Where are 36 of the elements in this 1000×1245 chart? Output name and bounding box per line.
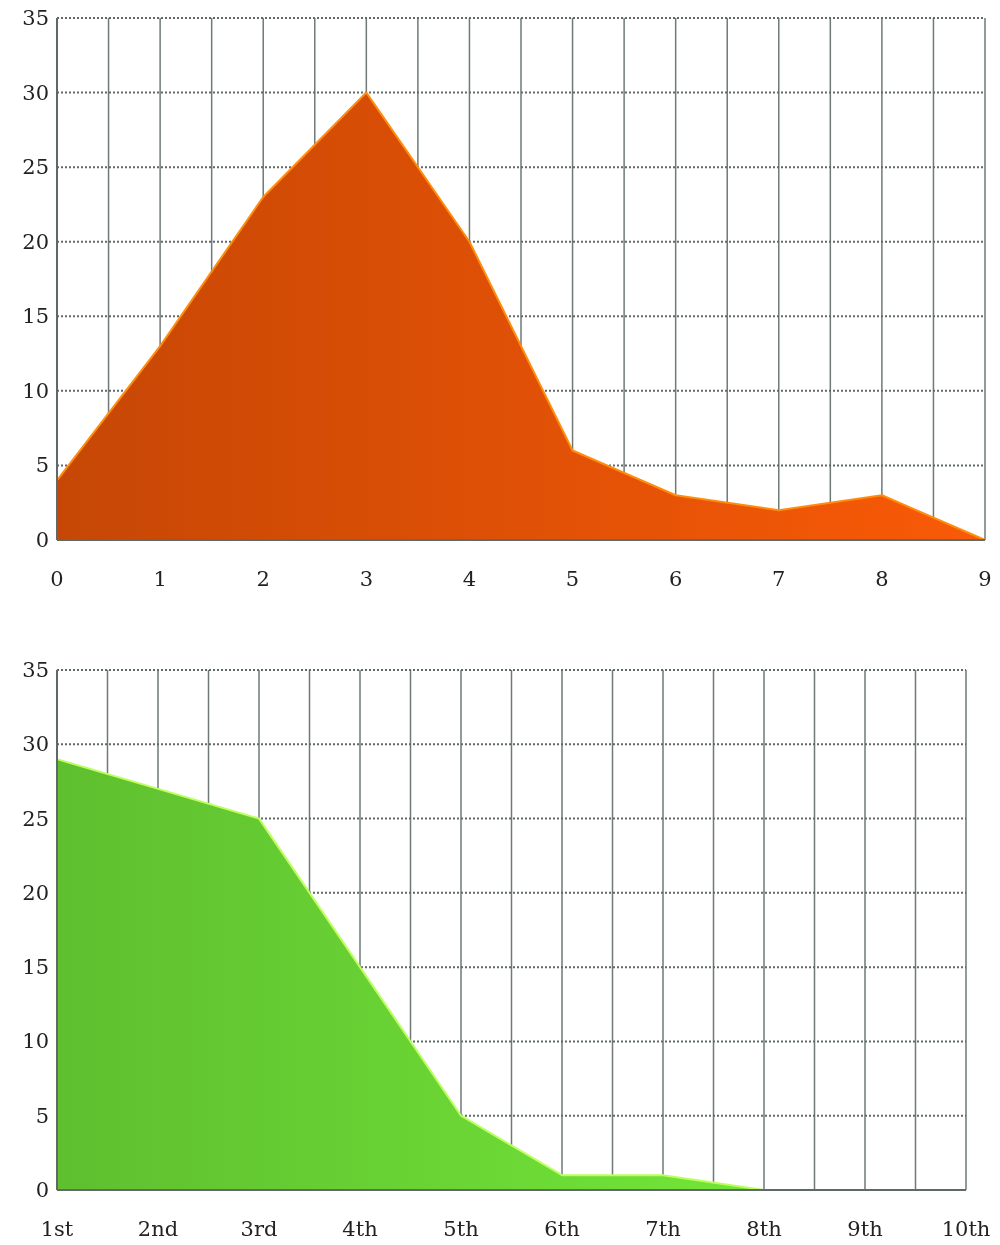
y-tick-label: 20 — [22, 880, 49, 905]
y-tick-label: 25 — [22, 806, 49, 831]
x-tick-label: 6th — [544, 1217, 580, 1241]
x-tick-label: 8 — [875, 567, 889, 591]
y-tick-label: 5 — [35, 1103, 49, 1128]
x-tick-label: 1 — [153, 567, 167, 591]
y-tick-label: 0 — [35, 1178, 49, 1202]
x-tick-label: 5th — [443, 1217, 479, 1241]
x-tick-label: 4 — [462, 567, 477, 591]
y-tick-label: 35 — [22, 6, 49, 30]
y-tick-label: 35 — [22, 658, 49, 682]
x-tick-label: 9th — [847, 1217, 883, 1241]
y-tick-label: 30 — [22, 732, 49, 757]
y-tick-label: 30 — [22, 80, 49, 105]
x-tick-label: 8th — [746, 1217, 782, 1241]
x-tick-label: 7 — [772, 567, 786, 591]
x-tick-label: 10th — [941, 1217, 991, 1241]
y-tick-label: 15 — [22, 304, 49, 329]
x-tick-label: 3rd — [240, 1217, 278, 1241]
x-tick-label: 9 — [978, 567, 992, 591]
x-tick-label: 4th — [342, 1217, 378, 1241]
x-tick-label: 7th — [645, 1217, 681, 1241]
y-tick-label: 5 — [35, 453, 49, 478]
x-tick-label: 2 — [256, 567, 270, 591]
x-tick-label: 0 — [50, 567, 64, 591]
x-tick-label: 3 — [359, 567, 374, 591]
y-tick-label: 10 — [22, 378, 49, 403]
x-tick-label: 6 — [668, 567, 683, 591]
y-tick-label: 15 — [22, 955, 49, 980]
y-tick-label: 20 — [22, 229, 49, 254]
x-tick-label: 2nd — [137, 1217, 179, 1241]
x-tick-label: 1st — [40, 1217, 74, 1241]
y-tick-label: 0 — [35, 528, 49, 552]
y-tick-label: 25 — [22, 155, 49, 180]
y-tick-label: 10 — [22, 1029, 49, 1054]
x-tick-label: 5 — [565, 567, 580, 591]
